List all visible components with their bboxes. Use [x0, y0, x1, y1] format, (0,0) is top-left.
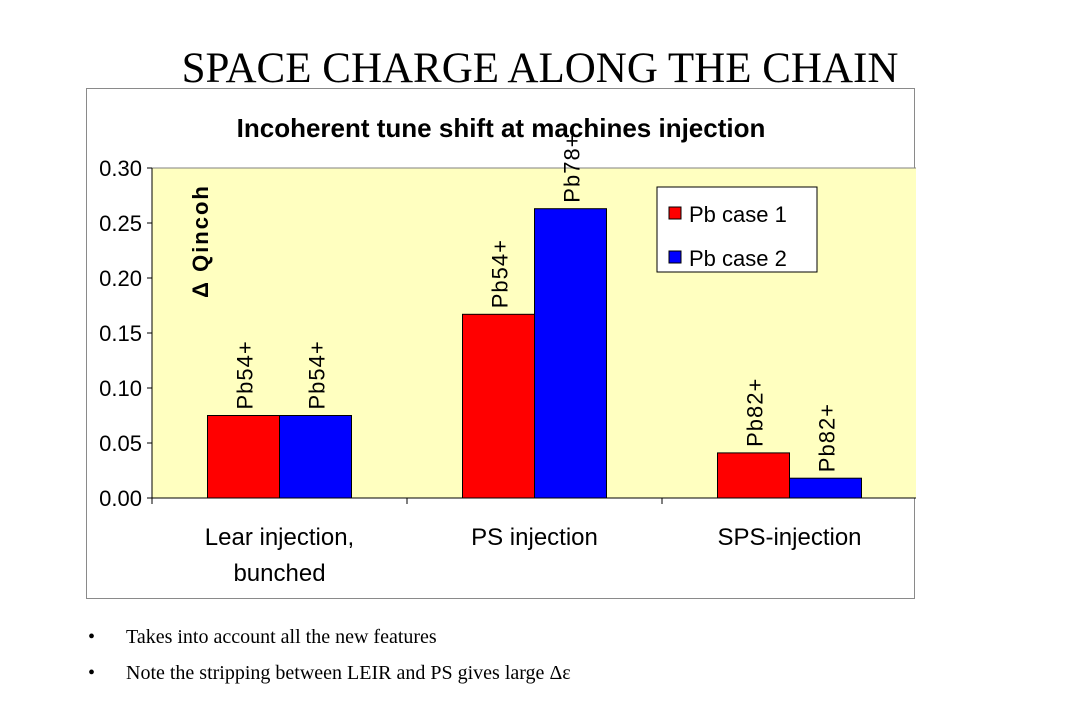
bar-series-2-cat-2 — [534, 208, 607, 499]
bullet-text: Note the stripping between LEIR and PS g… — [126, 662, 571, 684]
y-tick-label: 0.05 — [99, 431, 142, 456]
bar-data-label: Pb54+ — [233, 340, 258, 409]
bars — [207, 208, 862, 499]
chart-title: Incoherent tune shift at machines inject… — [237, 113, 766, 143]
x-category-label: bunched — [233, 560, 325, 587]
x-category-label: Lear injection, — [205, 524, 354, 551]
y-axis-label: Δ Qincoh — [188, 184, 213, 298]
bar-series-1-cat-2 — [462, 313, 535, 499]
y-tick-label: 0.30 — [99, 156, 142, 181]
legend-box — [656, 186, 818, 273]
bullet-text: Takes into account all the new features — [126, 626, 437, 648]
bar-chart: Incoherent tune shift at machines inject… — [99, 113, 916, 587]
legend-label-case-2: Pb case 2 — [689, 246, 787, 271]
y-axis-ticks: 0.00 0.05 0.10 0.15 0.20 0.25 0.30 — [99, 156, 152, 511]
bar-series-1-cat-3 — [717, 452, 790, 499]
x-category-label: PS injection — [471, 524, 598, 551]
bullet-item: • Takes into account all the new feature… — [88, 626, 571, 662]
bar-data-label: Pb78+ — [560, 133, 585, 202]
x-axis-ticks — [151, 498, 663, 504]
y-tick-label: 0.25 — [99, 211, 142, 236]
legend: Pb case 1 Pb case 2 — [656, 186, 818, 273]
bar-labels: Pb54+ Pb54+ Pb54+ Pb78+ Pb82+ Pb82+ — [233, 133, 840, 472]
legend-swatch-case-2 — [668, 250, 682, 264]
legend-label-case-1: Pb case 1 — [689, 202, 787, 227]
y-tick-label: 0.15 — [99, 321, 142, 346]
x-category-labels: Lear injection, bunched PS injection SPS-in… — [205, 524, 862, 587]
bullet-item: • Note the stripping between LEIR and PS… — [88, 662, 571, 698]
bar-data-label: Pb54+ — [305, 340, 330, 409]
bullet-list: • Takes into account all the new feature… — [88, 626, 571, 698]
y-tick-label: 0.10 — [99, 376, 142, 401]
bar-series-1-cat-1 — [207, 415, 280, 499]
chart-frame: Incoherent tune shift at machines inject… — [86, 88, 916, 599]
bar-data-label: Pb54+ — [488, 239, 513, 308]
bullet-dot: • — [88, 662, 96, 684]
bar-data-label: Pb82+ — [815, 403, 840, 472]
bar-series-2-cat-1 — [279, 415, 352, 499]
slide-title: SPACE CHARGE ALONG THE CHAIN — [181, 45, 899, 92]
bar-series-2-cat-3 — [789, 477, 862, 499]
legend-swatch-case-1 — [668, 206, 682, 220]
bar-data-label: Pb82+ — [743, 378, 768, 447]
y-tick-label: 0.20 — [99, 266, 142, 291]
y-tick-label: 0.00 — [99, 486, 142, 511]
x-category-label: SPS-injection — [717, 524, 861, 551]
bullet-dot: • — [88, 626, 96, 648]
